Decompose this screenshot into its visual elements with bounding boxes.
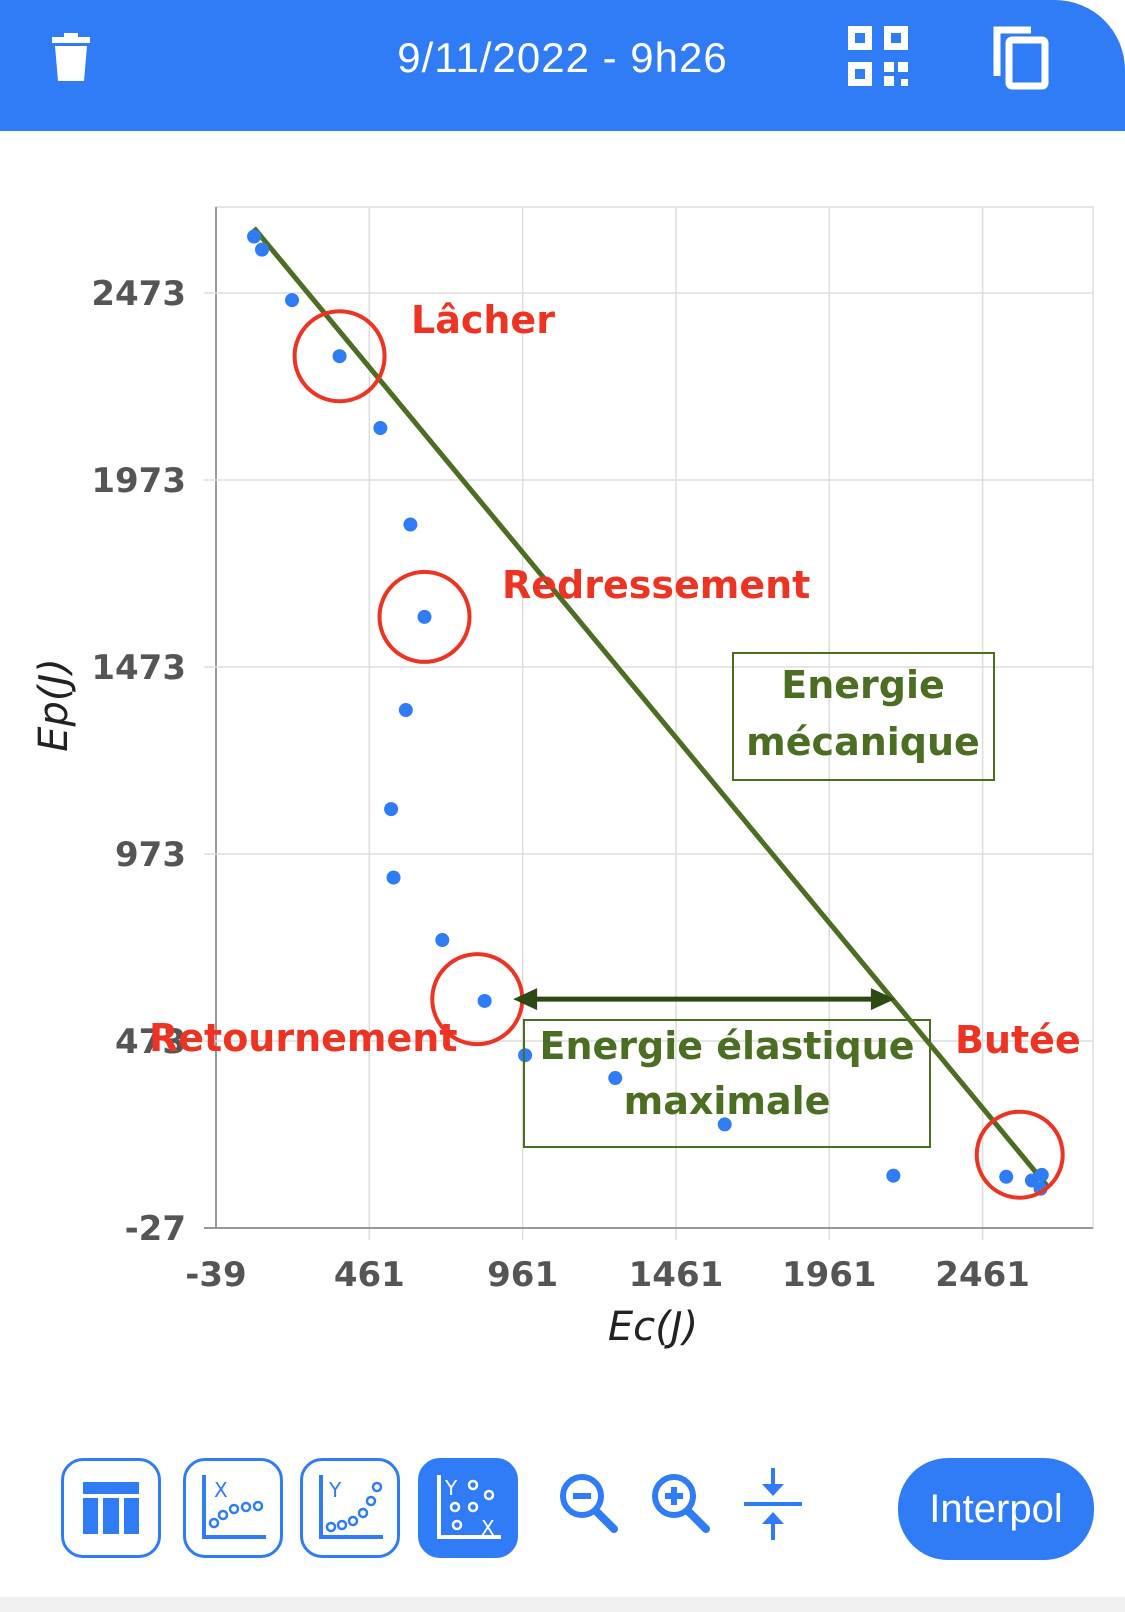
x-series-icon: X: [202, 1475, 266, 1539]
energie-mecanique-label-1: Energie: [781, 663, 945, 707]
energie-elastique-label-2: maximale: [624, 1079, 831, 1123]
app-header: 9/11/2022 - 9h26: [0, 0, 1125, 131]
data-point: [886, 1168, 901, 1183]
y-series-button[interactable]: Y: [300, 1458, 400, 1558]
x-axis-label: Ec(J): [608, 1304, 698, 1350]
data-point: [254, 242, 269, 257]
data-point: [1034, 1167, 1049, 1182]
zoom-in-icon[interactable]: [648, 1468, 712, 1540]
chart-grid: [204, 206, 1094, 1240]
lacher-label: Lâcher: [411, 298, 555, 342]
energie-mecanique-label-2: mécanique: [746, 720, 980, 764]
y-tick-label: 1973: [91, 461, 186, 501]
y-tick-label: 473: [115, 1022, 186, 1062]
butee-label: Butée: [955, 1018, 1081, 1062]
y-series-icon: Y: [319, 1475, 383, 1539]
arrow-head-left: [513, 988, 538, 1011]
chart-annotations: Lâcher Redressement Retournement Butée Energ…: [149, 298, 1081, 1200]
bottom-divider: [0, 1597, 1125, 1612]
data-point: [398, 703, 413, 718]
data-point: [384, 802, 399, 817]
x-tick-label: 1961: [782, 1255, 877, 1295]
data-point: [999, 1169, 1014, 1184]
y-tick-label: 2473: [91, 274, 186, 314]
y-axis-label: Ep(J): [31, 658, 77, 752]
table-view-button[interactable]: [61, 1458, 161, 1558]
redressement-label: Redressement: [502, 563, 810, 607]
butee-circle: [974, 1109, 1065, 1200]
scatter-chart: -39 461 961 1461 1961 2461 -27 473 973 1473 1973 24…: [31, 206, 1094, 1350]
interpol-button[interactable]: Interpol: [898, 1458, 1094, 1560]
page-title: 9/11/2022 - 9h26: [397, 34, 728, 81]
zoom-out-icon[interactable]: [556, 1468, 620, 1540]
trash-icon[interactable]: [52, 33, 90, 81]
fit-vertical-icon[interactable]: [744, 1468, 802, 1540]
x-tick-label: 2461: [935, 1255, 1030, 1295]
data-point: [332, 349, 347, 364]
chart-ticks: -39 461 961 1461 1961 2461 -27 473 973 1473 1973 24…: [91, 274, 1030, 1295]
data-point: [717, 1117, 732, 1132]
arrow-head-right: [870, 988, 895, 1011]
table-view-icon: [83, 1482, 139, 1534]
x-tick-label: 461: [334, 1255, 405, 1295]
plot-frame: [215, 206, 1094, 1229]
y-tick-label: 973: [115, 835, 186, 875]
mechanical-energy-line: [252, 226, 1050, 1188]
x-tick-label: -39: [185, 1255, 246, 1295]
data-point: [373, 421, 388, 436]
svg-text:Y: Y: [328, 1478, 342, 1502]
svg-text:X: X: [214, 1478, 228, 1502]
lacher-circle: [292, 309, 387, 404]
x-tick-label: 961: [487, 1255, 558, 1295]
qr-code-icon[interactable]: [848, 26, 910, 88]
svg-text:X: X: [481, 1516, 495, 1540]
data-point: [608, 1071, 623, 1086]
y-tick-label: -27: [125, 1209, 186, 1249]
svg-text:Y: Y: [444, 1476, 458, 1500]
xy-scatter-icon: Y X: [437, 1475, 501, 1540]
data-point: [285, 293, 300, 308]
xy-scatter-button[interactable]: Y X: [418, 1458, 518, 1558]
energie-elastique-label-1: Energie élastique: [539, 1024, 914, 1068]
redressement-circle: [377, 569, 472, 664]
energie-mecanique-box: [732, 652, 995, 781]
data-point: [477, 993, 492, 1008]
copy-icon[interactable]: [993, 26, 1049, 90]
retournement-label: Retournement: [149, 1016, 458, 1060]
y-tick-label: 1473: [91, 648, 186, 688]
series-line: [252, 226, 1050, 1188]
data-point: [403, 517, 418, 532]
data-point: [518, 1048, 533, 1063]
data-point: [417, 609, 432, 624]
x-tick-label: 1461: [629, 1255, 724, 1295]
data-point: [386, 870, 401, 885]
x-series-button[interactable]: X: [183, 1458, 283, 1558]
data-point: [247, 229, 262, 244]
energie-elastique-box: [523, 1019, 931, 1148]
data-point: [435, 933, 450, 948]
